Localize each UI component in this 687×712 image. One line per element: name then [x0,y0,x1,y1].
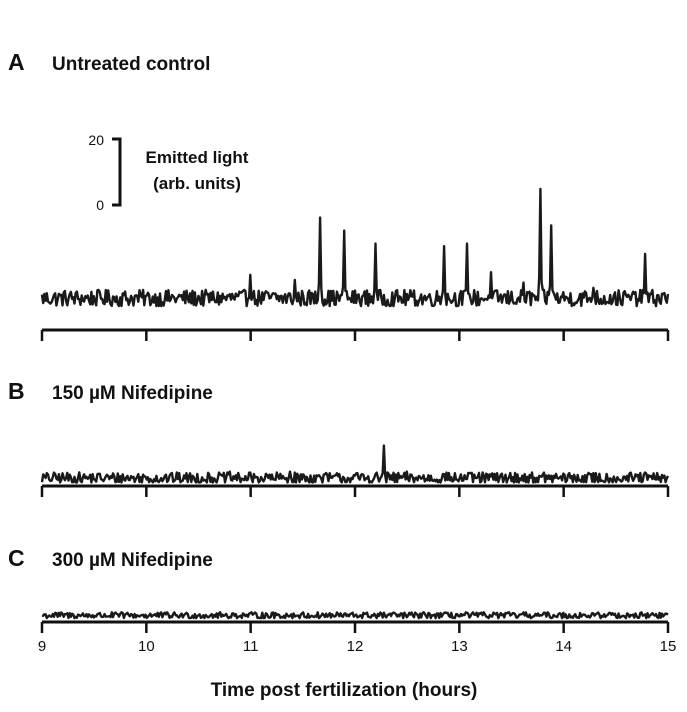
scale-bar-line [112,137,122,207]
panel-c-letter: C [8,545,25,571]
scale-bar-top-label: 20 [88,132,104,148]
x-tick-label-15: 15 [660,638,677,655]
panel-c-trace-line [41,611,669,620]
panel-c-ticks [40,622,670,633]
panel-a-trace [40,187,670,308]
x-axis-label: Time post fertilization (hours) [211,680,478,701]
panel-a-trace-line [40,187,670,308]
x-tick-label-11: 11 [243,638,259,655]
panel-b-trace [40,444,670,484]
panel-b-letter: B [8,378,25,404]
x-tick-label-9: 9 [38,638,46,655]
x-tick-label-14: 14 [555,638,572,655]
panel-c-title: 300 µM Nifedipine [52,550,213,571]
scale-bar-bottom-label: 0 [96,197,104,213]
panel-a-ticks [40,330,670,341]
panel-a-letter: A [8,49,25,75]
panel-b-title: 150 µM Nifedipine [52,383,213,404]
scale-bar-text-line2: (arb. units) [153,174,241,193]
x-tick-labels: 9 10 11 12 13 14 15 [38,638,677,655]
x-tick-label-10: 10 [138,638,155,655]
x-tick-label-13: 13 [451,638,468,655]
panel-b-ticks [40,486,670,497]
panel-a-title: Untreated control [52,54,210,75]
x-tick-label-12: 12 [347,638,364,655]
panel-c-trace [41,611,669,620]
scale-bar: 20 0 Emitted light (arb. units) [88,132,248,213]
scale-bar-text-line1: Emitted light [146,148,249,167]
panel-b-trace-line [40,444,670,484]
